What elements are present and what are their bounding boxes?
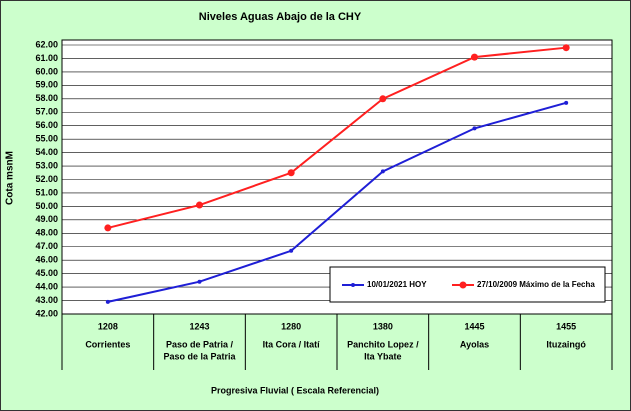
legend-label: 10/01/2021 HOY [367, 280, 427, 289]
y-axis-label: Cota msnM [5, 151, 16, 205]
legend-marker [459, 281, 467, 289]
y-tick-label: 57.00 [35, 107, 58, 117]
y-tick-label: 48.00 [35, 228, 58, 238]
y-tick-label: 52.00 [35, 174, 58, 184]
data-point [104, 224, 112, 232]
data-point [471, 53, 478, 61]
data-point [379, 95, 387, 103]
y-tick-label: 53.00 [35, 160, 58, 170]
x-tick-label: Corrientes [85, 339, 130, 349]
data-point [289, 248, 294, 253]
x-tick-label: 1280 [281, 321, 301, 331]
y-tick-label: 62.00 [35, 39, 58, 49]
x-tick-label: Ita Ybate [364, 351, 401, 361]
y-tick-label: 45.00 [35, 268, 58, 278]
y-tick-label: 49.00 [35, 214, 58, 224]
y-tick-label: 60.00 [35, 66, 58, 76]
y-tick-label: 50.00 [35, 201, 58, 211]
data-point [472, 126, 477, 131]
data-point [105, 299, 110, 304]
x-tick-label: 1243 [189, 321, 209, 331]
chart-title: Niveles Aguas Abajo de la CHY [199, 11, 362, 23]
data-point [380, 169, 385, 174]
y-tick-label: 58.00 [35, 93, 58, 103]
y-tick-label: 54.00 [35, 147, 58, 157]
y-tick-label: 59.00 [35, 80, 58, 90]
x-tick-label: 1380 [373, 321, 393, 331]
x-tick-label: Paso de Patria / [166, 339, 234, 349]
x-tick-label: Ayolas [460, 339, 489, 349]
x-tick-label: 1455 [556, 321, 576, 331]
y-tick-label: 46.00 [35, 255, 58, 265]
legend-label: 27/10/2009 Máximo de la Fecha [477, 280, 595, 289]
x-tick-label: 1208 [98, 321, 118, 331]
x-tick-label: Paso de la Patria [163, 351, 236, 361]
x-tick-label: 1445 [464, 321, 484, 331]
y-tick-label: 43.00 [35, 295, 58, 305]
y-tick-label: 47.00 [35, 241, 58, 251]
x-tick-label: Ita Cora / Itatí [263, 339, 321, 349]
legend-marker [351, 283, 355, 287]
x-tick-label: Panchito Lopez / [347, 339, 419, 349]
y-tick-label: 55.00 [35, 134, 58, 144]
x-axis-label: Progresiva Fluvial ( Escala Referencial) [211, 385, 379, 395]
series-line [107, 46, 567, 229]
data-point [287, 169, 295, 177]
y-tick-label: 42.00 [35, 308, 58, 318]
series-line [107, 101, 567, 303]
y-tick-label: 56.00 [35, 120, 58, 130]
y-tick-label: 51.00 [35, 187, 58, 197]
data-point [564, 100, 569, 105]
y-tick-label: 61.00 [35, 53, 58, 63]
x-tick-label: Ituzaingó [546, 339, 586, 349]
y-tick-label: 44.00 [35, 281, 58, 291]
data-point [562, 44, 570, 52]
data-point [197, 279, 202, 284]
data-point [196, 201, 203, 209]
